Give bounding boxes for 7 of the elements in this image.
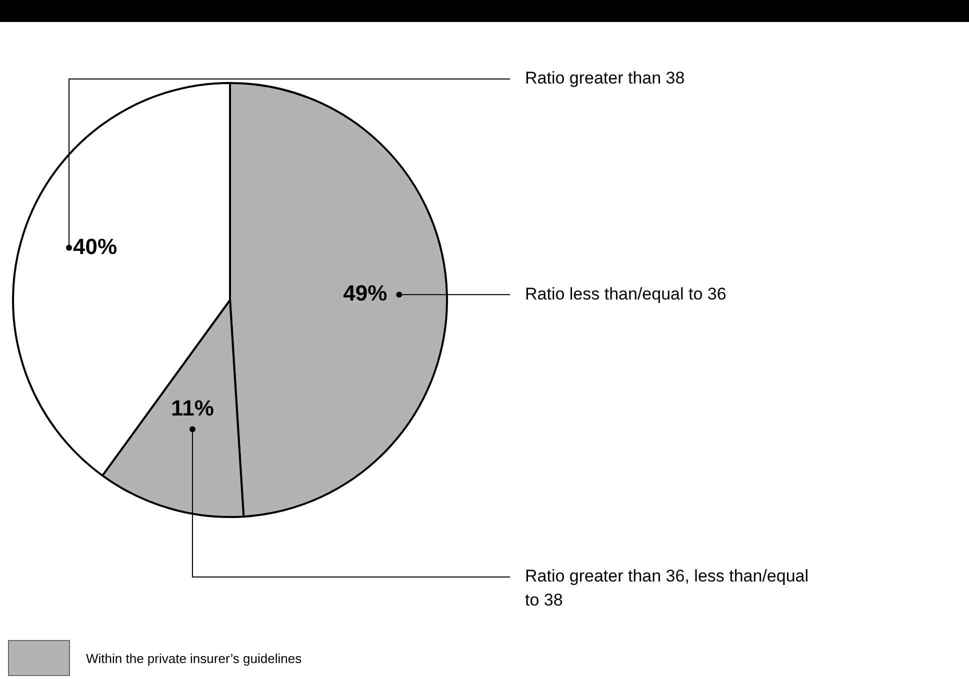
text: Within the private insurer’s guidelines [86,650,302,666]
data-label: 40% [73,234,118,259]
data-label: 11% [171,395,214,420]
slice-label: Ratio greater than 38 [525,68,685,88]
slice-label: Ratio less than/equal to 36 [525,284,726,304]
data-label: 49% [343,280,388,306]
slice-label: Ratio greater than 36, less than/equal to 38 [525,566,809,610]
